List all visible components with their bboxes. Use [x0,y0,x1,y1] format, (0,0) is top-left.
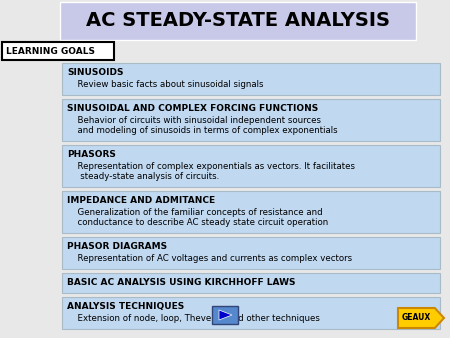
Text: SINUSOIDAL AND COMPLEX FORCING FUNCTIONS: SINUSOIDAL AND COMPLEX FORCING FUNCTIONS [67,104,318,113]
Text: LEARNING GOALS: LEARNING GOALS [6,47,95,55]
Text: and modeling of sinusoids in terms of complex exponentials: and modeling of sinusoids in terms of co… [72,126,338,135]
Bar [62,273,440,293]
Text: Generalization of the familiar concepts of resistance and: Generalization of the familiar concepts … [72,208,323,217]
Text: PHASOR DIAGRAMS: PHASOR DIAGRAMS [67,242,167,251]
Bar [60,2,416,40]
Bar [2,42,114,60]
Text: PHASORS: PHASORS [67,150,116,159]
Bar [212,306,238,324]
Bar [62,145,440,187]
Polygon shape [398,308,444,328]
Bar [62,63,440,95]
Polygon shape [219,310,232,320]
Bar [62,99,440,141]
Text: conductance to describe AC steady state circuit operation: conductance to describe AC steady state … [72,218,328,227]
Text: steady-state analysis of circuits.: steady-state analysis of circuits. [72,172,219,181]
Bar [62,191,440,233]
Text: IMPEDANCE AND ADMITANCE: IMPEDANCE AND ADMITANCE [67,196,215,205]
Text: GEAUX: GEAUX [402,314,431,322]
Text: AC STEADY-STATE ANALYSIS: AC STEADY-STATE ANALYSIS [86,11,390,30]
Bar [62,297,440,329]
Text: BASIC AC ANALYSIS USING KIRCHHOFF LAWS: BASIC AC ANALYSIS USING KIRCHHOFF LAWS [67,278,296,287]
Text: Representation of AC voltages and currents as complex vectors: Representation of AC voltages and curren… [72,254,352,263]
Text: Review basic facts about sinusoidal signals: Review basic facts about sinusoidal sign… [72,80,264,89]
Text: Behavior of circuits with sinusoidal independent sources: Behavior of circuits with sinusoidal ind… [72,116,321,125]
Text: Representation of complex exponentials as vectors. It facilitates: Representation of complex exponentials a… [72,162,355,171]
Bar [62,237,440,269]
Text: ANALYSIS TECHNIQUES: ANALYSIS TECHNIQUES [67,302,184,311]
Text: Extension of node, loop, Thevenin and other techniques: Extension of node, loop, Thevenin and ot… [72,314,320,323]
Text: SINUSOIDS: SINUSOIDS [67,68,123,77]
